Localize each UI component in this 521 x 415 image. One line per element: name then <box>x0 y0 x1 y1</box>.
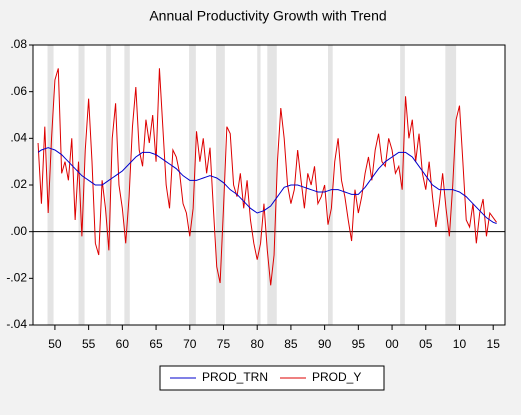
y-tick-label: .00 <box>10 224 27 238</box>
recession-band <box>124 45 130 325</box>
x-tick-label: 15 <box>487 337 501 351</box>
recession-band <box>189 45 196 325</box>
x-tick-label: 90 <box>318 337 332 351</box>
x-tick-label: 65 <box>149 337 163 351</box>
x-tick-label: 60 <box>116 337 130 351</box>
axes-layer: .08 .06 .04 .02 .00 -.02 -.04 50 55 60 65 70 75 80 85 9… <box>6 37 505 351</box>
recession-band <box>47 45 54 325</box>
legend: PROD_TRN PROD_Y <box>170 370 361 384</box>
recession-band <box>257 45 261 325</box>
legend-label: PROD_Y <box>312 370 361 384</box>
x-tick-label: 95 <box>352 337 366 351</box>
y-tick-label: -.04 <box>6 317 27 331</box>
recession-band <box>328 45 333 325</box>
x-tick-label: 85 <box>284 337 298 351</box>
x-tick-label: 05 <box>419 337 433 351</box>
y-tick-label: .04 <box>10 131 27 145</box>
y-tick-label: .06 <box>10 84 27 98</box>
plot-frame <box>32 44 506 326</box>
chart-title: Annual Productivity Growth with Trend <box>149 8 386 24</box>
recession-band <box>445 45 457 325</box>
x-tick-label: 10 <box>453 337 467 351</box>
legend-label: PROD_TRN <box>202 370 268 384</box>
x-tick-label: 75 <box>217 337 231 351</box>
recession-band <box>78 45 85 325</box>
lines-layer <box>37 68 497 286</box>
x-tick-label: 80 <box>251 337 265 351</box>
legend-box <box>159 365 385 391</box>
x-tick-label: 55 <box>82 337 96 351</box>
y-tick-label: .02 <box>10 177 27 191</box>
recession-band <box>267 45 277 325</box>
x-tick-label: 00 <box>385 337 399 351</box>
y-tick-label: -.02 <box>6 271 27 285</box>
x-tick-label: 70 <box>183 337 197 351</box>
x-tick-label: 50 <box>48 337 62 351</box>
series-line <box>37 68 497 286</box>
recession-band <box>216 45 225 325</box>
y-tick-label: .08 <box>10 37 27 51</box>
recession-band <box>106 45 111 325</box>
series-line <box>37 147 497 224</box>
